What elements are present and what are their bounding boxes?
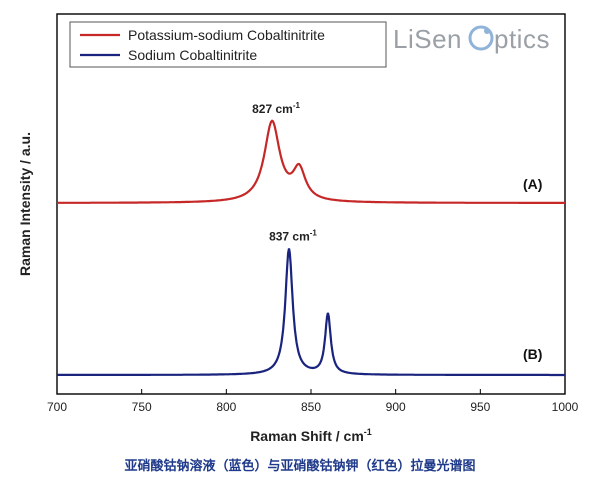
x-tick-label-950: 950	[470, 400, 490, 414]
trace-sodium	[57, 248, 565, 377]
legend-label-potassium-sodium: Potassium-sodium Cobaltinitrite	[128, 27, 325, 43]
trace-label-b: (B)	[523, 346, 542, 362]
x-tick-label-850: 850	[301, 400, 321, 414]
legend: Potassium-sodium Cobaltinitrite Sodium C…	[69, 21, 387, 68]
x-tick-label-1000: 1000	[552, 400, 579, 414]
logo-text-left: LiSen	[393, 24, 462, 54]
x-tick-label-700: 700	[47, 400, 67, 414]
logo-o-icon	[468, 25, 494, 51]
x-tick-label-900: 900	[386, 400, 406, 414]
logo-o-dot-icon	[484, 28, 490, 34]
x-tick-label-750: 750	[132, 400, 152, 414]
y-axis-title: Raman Intensity / a.u.	[17, 132, 33, 276]
x-tick-label-800: 800	[216, 400, 236, 414]
peak-label-827: 827 cm-1	[252, 101, 300, 116]
x-axis-title: Raman Shift / cm-1	[250, 427, 372, 444]
legend-box	[69, 21, 387, 68]
x-axis-ticks: 700 750 800 850 900 950 1000	[47, 389, 579, 414]
legend-label-sodium: Sodium Cobaltinitrite	[128, 47, 257, 63]
figure-caption: 亚硝酸钴钠溶液（蓝色）与亚硝酸钴钠钾（红色）拉曼光谱图	[124, 459, 476, 474]
trace-label-a: (A)	[523, 176, 542, 192]
lisen-optics-logo: LiSen ptics	[393, 24, 550, 54]
peak-label-837: 837 cm-1	[269, 229, 317, 244]
logo-text-right: ptics	[494, 24, 550, 54]
plot-frame	[56, 13, 566, 395]
trace-potassium-sodium	[57, 119, 565, 204]
